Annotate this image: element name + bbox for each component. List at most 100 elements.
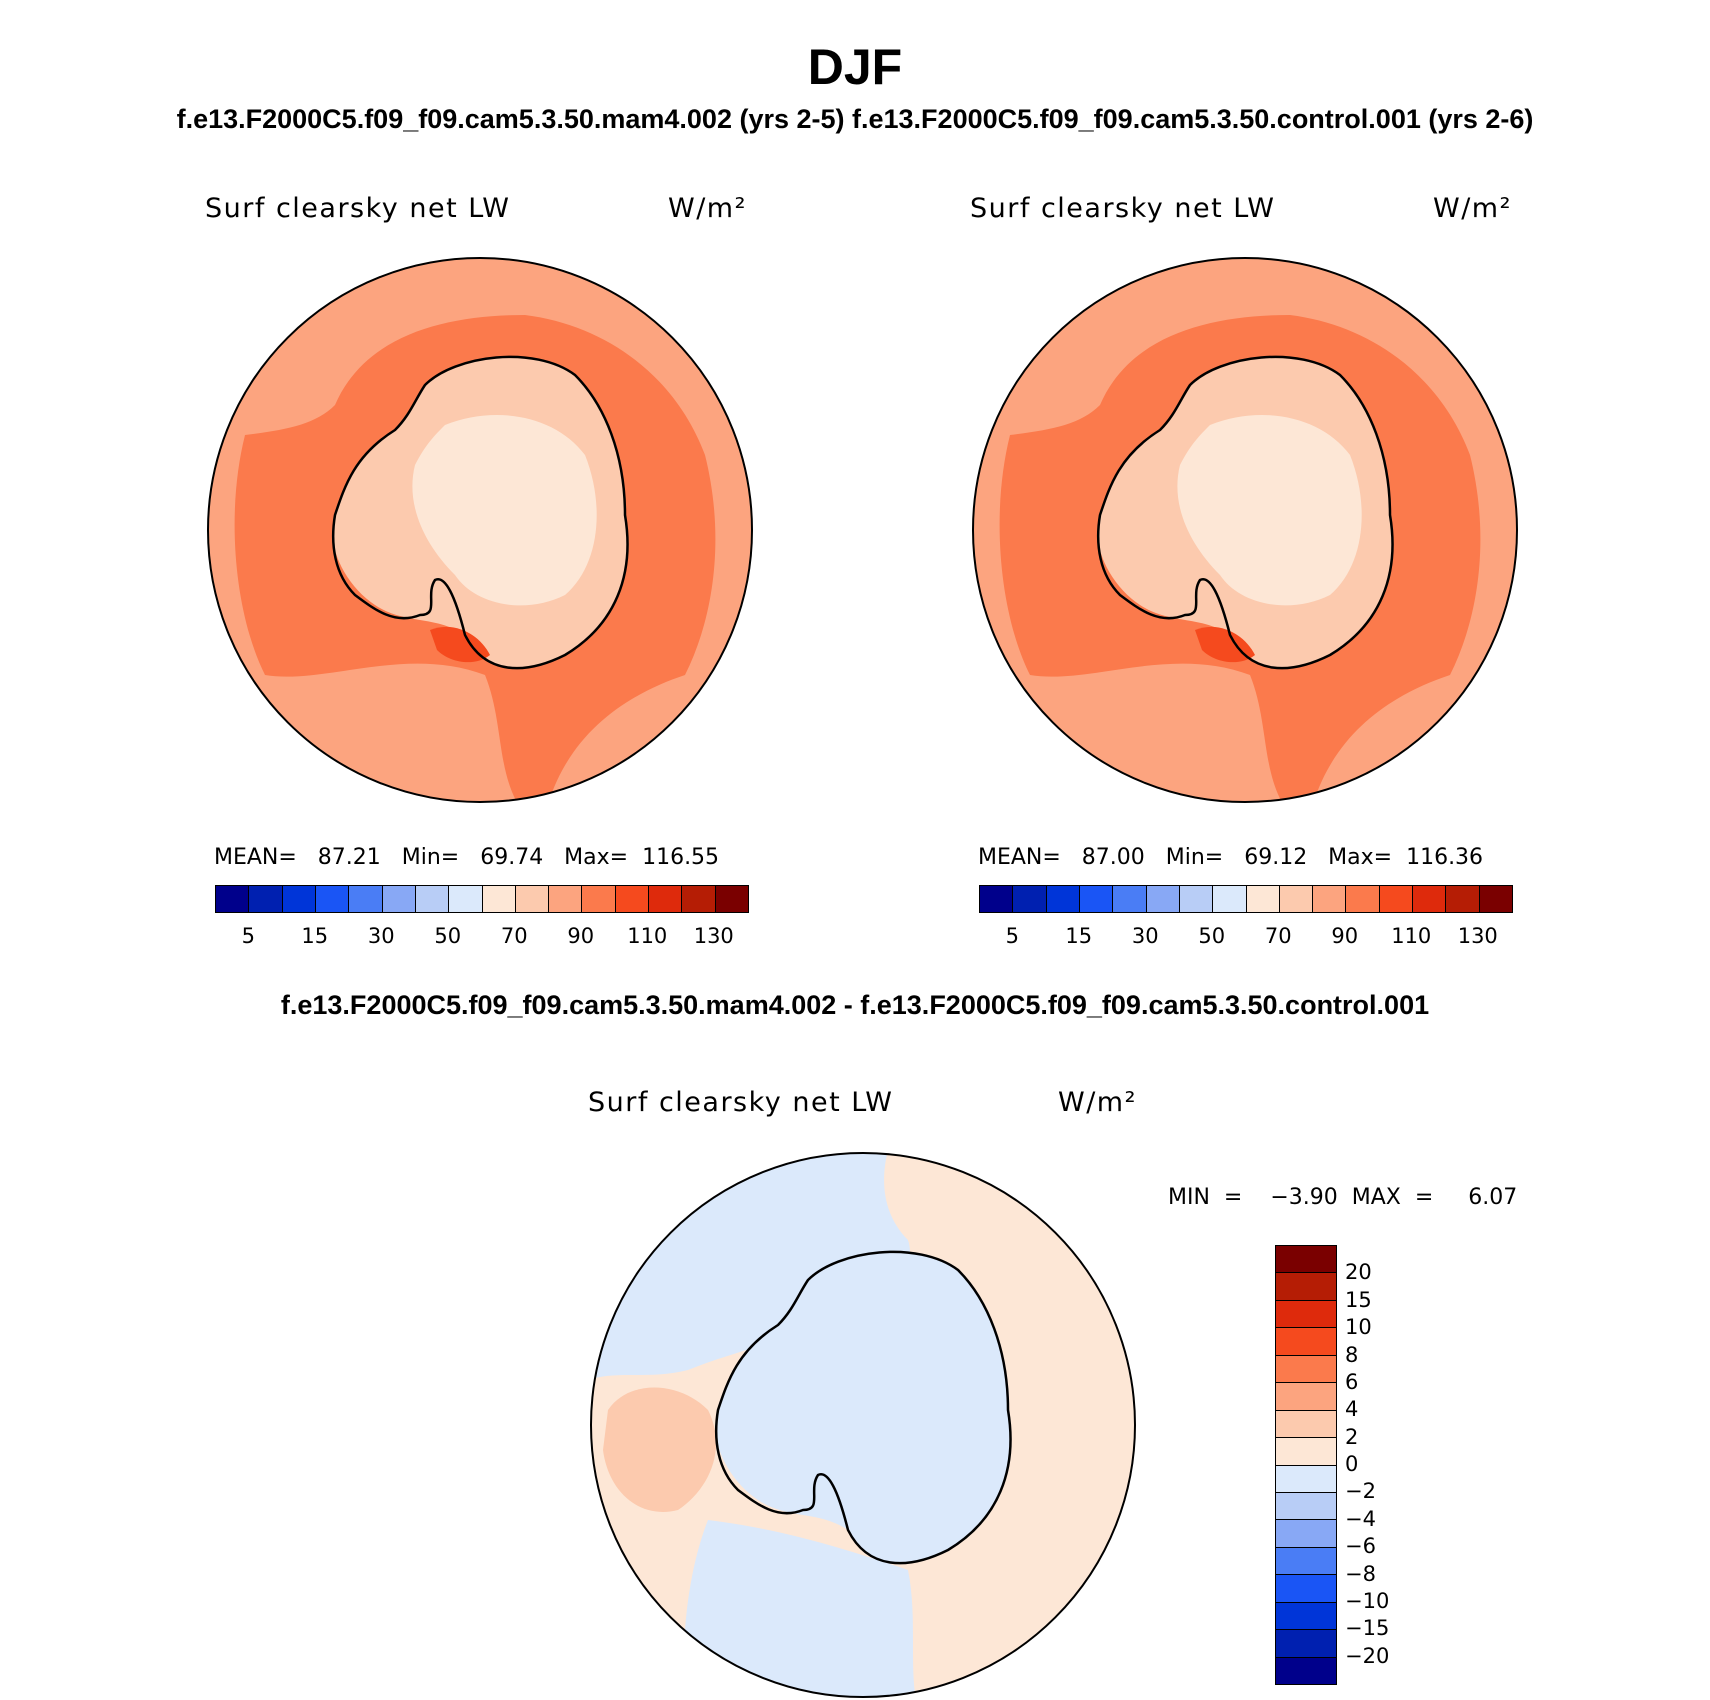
colorbar-swatch bbox=[1276, 1438, 1336, 1466]
colorbar-swatch bbox=[980, 886, 1014, 912]
colorbar-swatch bbox=[549, 886, 583, 912]
colorbar-swatch bbox=[1276, 1492, 1336, 1521]
coastline bbox=[1096, 355, 1394, 670]
colorbar-swatch bbox=[382, 886, 416, 912]
left-units-label: W/m² bbox=[668, 193, 747, 224]
colorbar-tick-label: 110 bbox=[627, 924, 668, 948]
colorbar-swatch bbox=[1276, 1575, 1336, 1603]
colorbar-swatch bbox=[1276, 1273, 1336, 1301]
diff-units-label: W/m² bbox=[1058, 1087, 1137, 1118]
right-polar-map bbox=[972, 257, 1518, 803]
coastline bbox=[331, 355, 629, 670]
colorbar-tick-label: 20 bbox=[1345, 1260, 1372, 1285]
diff-negative-lower bbox=[684, 1520, 918, 1697]
colorbar-tick-label: 15 bbox=[1345, 1287, 1372, 1312]
colorbar-swatch bbox=[682, 886, 716, 912]
colorbar-swatch bbox=[1346, 886, 1380, 912]
colorbar-tick-label: 15 bbox=[1065, 924, 1093, 948]
left-polar-map bbox=[207, 257, 753, 803]
diff-polar-map bbox=[590, 1152, 1136, 1698]
colorbar-tick-label: −20 bbox=[1345, 1643, 1390, 1668]
figure-title: DJF bbox=[807, 39, 903, 95]
colorbar-tick-label: 70 bbox=[1264, 924, 1292, 948]
colorbar-tick-label: −15 bbox=[1345, 1616, 1390, 1641]
colorbar-swatch bbox=[1179, 886, 1214, 912]
diff-stats: MIN = −3.90 MAX = 6.07 bbox=[1168, 1185, 1518, 1210]
colorbar-swatch bbox=[1276, 1300, 1336, 1329]
colorbar-swatch bbox=[1276, 1410, 1336, 1439]
colorbar-tick-label: 90 bbox=[567, 924, 595, 948]
colorbar-tick-label: −2 bbox=[1345, 1479, 1376, 1504]
continent-interior bbox=[412, 415, 597, 606]
colorbar-tick-label: 15 bbox=[301, 924, 329, 948]
colorbar-swatch bbox=[1276, 1630, 1336, 1658]
colorbar-swatch bbox=[1246, 886, 1280, 912]
colorbar-swatch bbox=[315, 886, 350, 912]
continent-interior bbox=[1177, 415, 1362, 606]
colorbar-tick-label: 30 bbox=[367, 924, 395, 948]
colorbar-swatch bbox=[582, 886, 616, 912]
colorbar-tick-label: 130 bbox=[693, 924, 734, 948]
colorbar-swatch bbox=[1013, 886, 1047, 912]
left-stats: MEAN= 87.21 Min= 69.74 Max= 116.55 bbox=[214, 845, 720, 870]
colorbar-swatch bbox=[1379, 886, 1414, 912]
colorbar-swatch bbox=[1446, 886, 1480, 912]
colorbar-swatch bbox=[715, 886, 748, 912]
colorbar-swatch bbox=[515, 886, 550, 912]
diff-colorbar bbox=[1275, 1245, 1337, 1685]
colorbar-tick-label: 70 bbox=[500, 924, 528, 948]
colorbar-swatch bbox=[1279, 886, 1314, 912]
colorbar-swatch bbox=[249, 886, 283, 912]
colorbar-swatch bbox=[1213, 886, 1247, 912]
colorbar-tick-label: 50 bbox=[1198, 924, 1226, 948]
right-variable-label: Surf clearsky net LW bbox=[970, 193, 1276, 224]
colorbar-tick-label: −8 bbox=[1345, 1561, 1376, 1586]
diff-variable-label: Surf clearsky net LW bbox=[588, 1087, 894, 1118]
colorbar-tick-label: −10 bbox=[1345, 1588, 1390, 1613]
colorbar-tick-label: 2 bbox=[1345, 1424, 1359, 1449]
colorbar-swatch bbox=[1276, 1657, 1336, 1684]
colorbar-tick-label: 50 bbox=[434, 924, 462, 948]
colorbar-tick-label: 10 bbox=[1345, 1315, 1372, 1340]
colorbar-swatch bbox=[1479, 886, 1512, 912]
colorbar-swatch bbox=[1146, 886, 1180, 912]
colorbar-swatch bbox=[649, 886, 683, 912]
colorbar-swatch bbox=[1276, 1602, 1336, 1631]
colorbar-swatch bbox=[1276, 1547, 1336, 1576]
colorbar-tick-label: 30 bbox=[1131, 924, 1159, 948]
colorbar-swatch bbox=[1079, 886, 1114, 912]
max-region bbox=[1195, 626, 1255, 663]
right-colorbar bbox=[979, 885, 1513, 913]
colorbar-swatch bbox=[1313, 886, 1347, 912]
max-region bbox=[430, 626, 490, 663]
colorbar-tick-label: 130 bbox=[1457, 924, 1498, 948]
colorbar-swatch bbox=[1276, 1328, 1336, 1356]
colorbar-tick-label: 110 bbox=[1391, 924, 1432, 948]
colorbar-swatch bbox=[1113, 886, 1147, 912]
colorbar-tick-label: −4 bbox=[1345, 1506, 1376, 1531]
colorbar-swatch bbox=[1276, 1520, 1336, 1548]
coastline bbox=[714, 1250, 1012, 1565]
right-stats: MEAN= 87.00 Min= 69.12 Max= 116.36 bbox=[978, 845, 1484, 870]
left-variable-label: Surf clearsky net LW bbox=[205, 193, 511, 224]
colorbar-tick-label: 5 bbox=[1005, 924, 1019, 948]
colorbar-swatch bbox=[1276, 1465, 1336, 1493]
left-colorbar bbox=[215, 885, 749, 913]
colorbar-tick-label: 8 bbox=[1345, 1342, 1359, 1367]
colorbar-swatch bbox=[1413, 886, 1447, 912]
continent-diff bbox=[715, 1251, 1011, 1564]
colorbar-swatch bbox=[349, 886, 383, 912]
right-units-label: W/m² bbox=[1433, 193, 1512, 224]
case-labels: f.e13.F2000C5.f09_f09.cam5.3.50.mam4.002… bbox=[176, 104, 1534, 134]
colorbar-swatch bbox=[282, 886, 316, 912]
colorbar-swatch bbox=[1276, 1383, 1336, 1411]
colorbar-swatch bbox=[449, 886, 483, 912]
colorbar-swatch bbox=[1046, 886, 1080, 912]
colorbar-swatch bbox=[216, 886, 250, 912]
colorbar-tick-label: 5 bbox=[241, 924, 255, 948]
colorbar-swatch bbox=[482, 886, 516, 912]
diff-title: f.e13.F2000C5.f09_f09.cam5.3.50.mam4.002… bbox=[280, 990, 1430, 1020]
colorbar-swatch bbox=[1276, 1246, 1336, 1274]
colorbar-tick-label: 4 bbox=[1345, 1397, 1359, 1422]
colorbar-tick-label: 6 bbox=[1345, 1369, 1359, 1394]
